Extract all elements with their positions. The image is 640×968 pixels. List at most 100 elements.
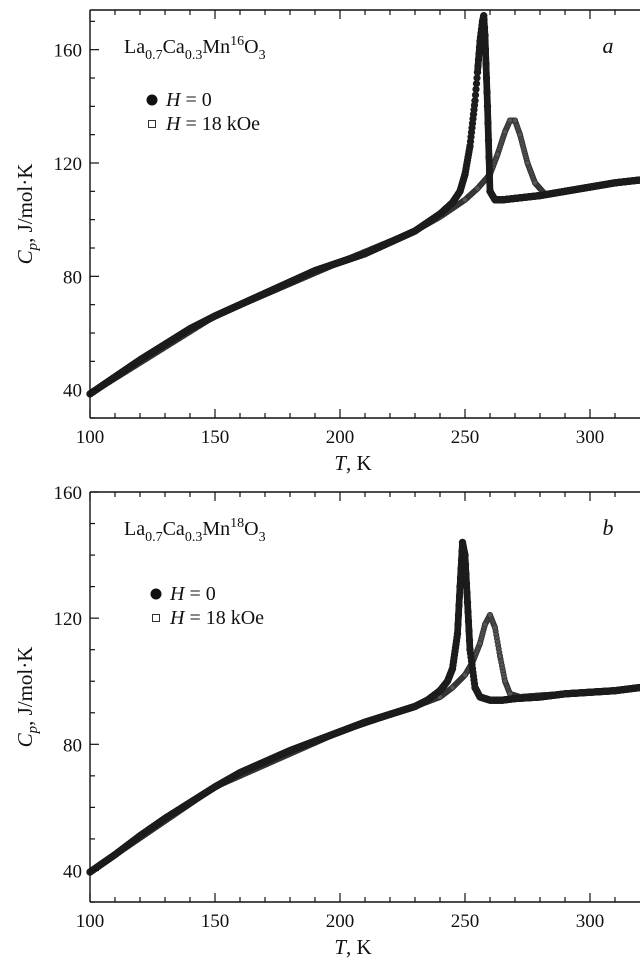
data-point-h18koe — [501, 678, 508, 685]
legend-marker-h0 — [150, 588, 162, 600]
data-point-h0 — [511, 694, 519, 703]
data-point-h0 — [236, 301, 244, 309]
data-point-h0 — [586, 183, 594, 191]
data-point-h18koe — [449, 684, 456, 691]
data-point-h18koe — [501, 128, 508, 135]
chart-panel-a: 100 150 200 250 300 40 80 120 160 T, K Cp, J/mol·K… — [13, 9, 640, 475]
y-tick-label: 160 — [54, 41, 83, 62]
data-point-h0 — [471, 97, 479, 105]
data-point-h18koe — [461, 671, 468, 678]
y-tick-label: 40 — [63, 861, 82, 882]
x-tick-label: 150 — [201, 911, 230, 932]
y-tick-label: 120 — [54, 154, 83, 175]
data-point-h0 — [211, 783, 219, 791]
data-point-h0 — [411, 702, 419, 711]
data-point-h0 — [536, 191, 544, 200]
legend-label-h18koe: H = 18 kOe — [165, 113, 260, 135]
data-point-h0 — [311, 737, 319, 745]
data-point-h0 — [236, 769, 244, 777]
data-point-h0 — [456, 187, 464, 195]
data-point-h0 — [443, 677, 452, 685]
data-point-h0 — [386, 238, 394, 246]
data-point-h0 — [111, 373, 119, 381]
x-tick-label: 150 — [201, 427, 230, 448]
data-point-h0 — [161, 814, 169, 823]
x-tick-label: 250 — [451, 427, 480, 448]
data-point-h0 — [491, 196, 499, 204]
data-point-h0 — [111, 851, 119, 859]
data-point-h0 — [511, 194, 519, 203]
data-point-h0 — [486, 187, 494, 195]
panel-title: La0.7Ca0.3Mn16O3 — [124, 34, 266, 63]
y-tick-label: 160 — [54, 483, 83, 504]
x-tick-label: 200 — [326, 911, 355, 932]
data-point-h0 — [261, 289, 269, 297]
x-axis-title: T, K — [334, 935, 371, 959]
data-point-h0 — [498, 196, 507, 204]
data-point-h0 — [336, 258, 344, 266]
data-point-h0 — [423, 696, 432, 704]
legend-label-h0: H = 0 — [165, 89, 212, 111]
data-point-h0 — [436, 687, 444, 695]
data-point-h0 — [361, 718, 369, 726]
data-point-h0 — [611, 179, 619, 187]
legend-marker-h18koe — [152, 614, 160, 622]
data-point-h0 — [486, 696, 494, 704]
data-point-h0 — [361, 250, 369, 258]
y-axis-title: Cp, J/mol·K — [13, 647, 41, 748]
data-point-h0 — [136, 832, 144, 840]
x-tick-label: 300 — [576, 911, 605, 932]
data-point-h0 — [561, 690, 569, 698]
data-point-h18koe — [486, 612, 493, 619]
data-point-h0 — [161, 340, 169, 348]
data-point-h0 — [186, 799, 194, 807]
data-point-h18koe — [517, 131, 524, 138]
y-tick-label: 120 — [54, 609, 83, 630]
series-h0 — [86, 12, 640, 398]
data-point-h18koe — [461, 196, 468, 203]
data-point-h0 — [286, 746, 294, 755]
y-tick-label: 80 — [63, 267, 82, 288]
data-point-h0 — [611, 687, 619, 695]
data-point-h18koe — [532, 179, 539, 186]
data-point-h0 — [436, 210, 444, 218]
data-point-h0 — [448, 199, 457, 207]
data-point-h18koe — [512, 117, 519, 124]
data-point-h0 — [471, 683, 479, 692]
data-point-h0 — [466, 142, 474, 150]
data-point-h0 — [286, 278, 294, 286]
x-tick-label: 200 — [326, 427, 355, 448]
data-point-h0 — [536, 693, 544, 701]
legend-label-h0: H = 0 — [169, 583, 216, 605]
y-tick-label: 40 — [63, 381, 82, 402]
panel-title: La0.7Ca0.3Mn18O3 — [124, 516, 266, 545]
x-tick-label: 250 — [451, 911, 480, 932]
x-tick-label: 100 — [76, 911, 105, 932]
y-axis-title: Cp, J/mol·K — [13, 164, 41, 265]
panel-letter: a — [603, 33, 614, 58]
x-axis-title: T, K — [334, 451, 371, 475]
data-point-h18koe — [474, 185, 481, 192]
data-point-h0 — [336, 728, 344, 736]
series-h18koe — [87, 612, 640, 876]
chart-panel-b: 100 150 200 250 300 40 80 120 160 T, K Cp, J/mol·K… — [13, 483, 640, 959]
legend-marker-h0 — [146, 94, 158, 106]
data-point-h0 — [476, 693, 484, 701]
data-point-h18koe — [496, 653, 503, 660]
data-point-h0 — [561, 187, 569, 195]
y-tick-label: 80 — [63, 735, 82, 756]
data-point-h18koe — [494, 151, 501, 158]
data-point-h0 — [586, 688, 594, 696]
data-point-h18koe — [524, 159, 531, 166]
legend-label-h18koe: H = 18 kOe — [169, 607, 264, 629]
data-point-h18koe — [506, 117, 513, 124]
data-point-h0 — [186, 325, 194, 333]
data-point-h0 — [386, 710, 394, 718]
data-point-h0 — [261, 758, 269, 766]
x-tick-label: 300 — [576, 427, 605, 448]
data-point-h0 — [136, 356, 144, 364]
panel-letter: b — [603, 515, 614, 540]
data-point-h0 — [411, 227, 419, 235]
data-point-h0 — [466, 646, 474, 654]
